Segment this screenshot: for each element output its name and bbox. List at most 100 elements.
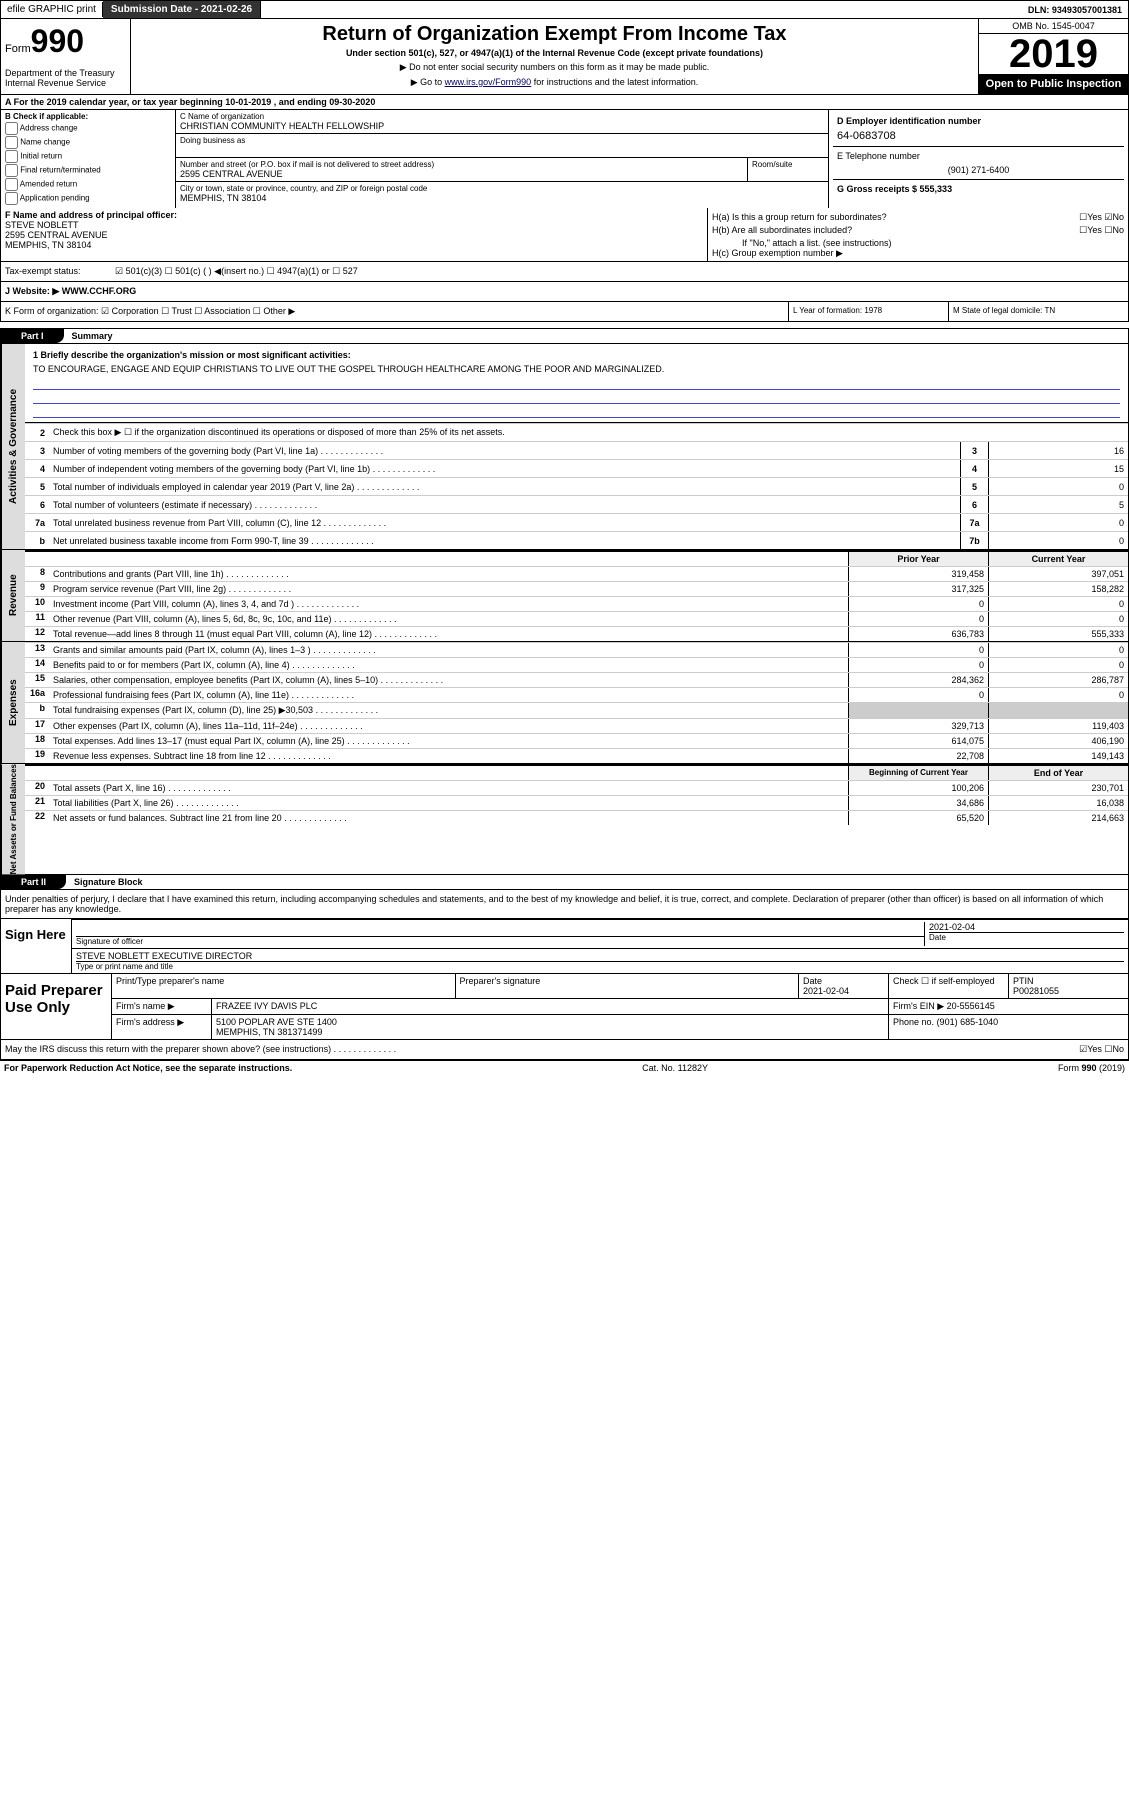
b-opt-4[interactable]: Amended return	[5, 178, 171, 191]
klm-row: K Form of organization: ☑ Corporation ☐ …	[0, 302, 1129, 322]
summary-gov: Activities & Governance 1 Briefly descri…	[0, 344, 1129, 550]
part2-tab: Part II	[1, 875, 66, 889]
b-label: B Check if applicable:	[5, 112, 171, 121]
irs-discuss: May the IRS discuss this return with the…	[5, 1044, 396, 1055]
hc-label: H(c) Group exemption number ▶	[712, 248, 1124, 259]
part2-title: Signature Block	[66, 875, 151, 889]
b-opt-5[interactable]: Application pending	[5, 192, 171, 205]
firm-addr2: MEMPHIS, TN 381371499	[216, 1027, 322, 1037]
k-box[interactable]: K Form of organization: ☑ Corporation ☐ …	[1, 302, 788, 321]
paid-preparer: Paid Preparer Use Only Print/Type prepar…	[0, 974, 1129, 1040]
line-14: 14 Benefits paid to or for members (Part…	[25, 657, 1128, 672]
part1-header: Part I Summary	[0, 328, 1129, 344]
line-5: 5 Total number of individuals employed i…	[25, 477, 1128, 495]
m-box: M State of legal domicile: TN	[948, 302, 1128, 321]
period-row: A For the 2019 calendar year, or tax yea…	[0, 95, 1129, 110]
sign-here-row: Sign Here Signature of officer 2021-02-0…	[0, 918, 1129, 974]
phone-label: Phone no.	[893, 1017, 934, 1027]
officer-addr1: 2595 CENTRAL AVENUE	[5, 230, 703, 240]
side-gov: Activities & Governance	[1, 344, 25, 549]
phone-val: (901) 271-6400	[837, 165, 1120, 175]
line-3: 3 Number of voting members of the govern…	[25, 441, 1128, 459]
h-box: H(a) Is this a group return for subordin…	[708, 208, 1128, 261]
g-receipts: G Gross receipts $ 555,333	[833, 180, 1124, 198]
declaration: Under penalties of perjury, I declare th…	[0, 890, 1129, 918]
i-opts[interactable]: ☑ 501(c)(3) ☐ 501(c) ( ) ◀(insert no.) ☐…	[115, 266, 358, 277]
instruction-2: ▶ Go to www.irs.gov/Form990 for instruct…	[135, 77, 974, 88]
top-bar: efile GRAPHIC print Submission Date - 20…	[0, 0, 1129, 19]
section-bcd: B Check if applicable: Address change Na…	[0, 110, 1129, 208]
room-label: Room/suite	[752, 160, 824, 169]
side-rev: Revenue	[1, 550, 25, 641]
line-11: 11 Other revenue (Part VIII, column (A),…	[25, 611, 1128, 626]
sig-officer-label: Signature of officer	[76, 936, 924, 946]
e-label: E Telephone number	[837, 151, 1120, 161]
line-16a: 16a Professional fundraising fees (Part …	[25, 687, 1128, 702]
part1-tab: Part I	[1, 329, 64, 343]
line-21: 21 Total liabilities (Part X, line 26) 3…	[25, 795, 1128, 810]
sig-date: 2021-02-04	[929, 922, 1124, 932]
irs-discuss-row: May the IRS discuss this return with the…	[0, 1040, 1129, 1060]
line-6: 6 Total number of volunteers (estimate i…	[25, 495, 1128, 513]
line-18: 18 Total expenses. Add lines 13–17 (must…	[25, 733, 1128, 748]
instructions-link[interactable]: www.irs.gov/Form990	[445, 77, 532, 87]
b-opt-3[interactable]: Final return/terminated	[5, 164, 171, 177]
submission-date: Submission Date - 2021-02-26	[103, 1, 261, 18]
firm-name: FRAZEE IVY DAVIS PLC	[211, 999, 888, 1014]
city-label: City or town, state or province, country…	[180, 184, 824, 193]
hb-yn[interactable]: ☐Yes ☐No	[1079, 225, 1124, 236]
begin-label: Beginning of Current Year	[848, 766, 988, 780]
line-4: 4 Number of independent voting members o…	[25, 459, 1128, 477]
summary-exp: Expenses 13 Grants and similar amounts p…	[0, 642, 1129, 764]
part1-title: Summary	[64, 329, 121, 343]
check-self[interactable]: Check ☐ if self-employed	[888, 974, 1008, 998]
prep-phone: (901) 685-1040	[937, 1017, 999, 1027]
firm-name-label: Firm's name ▶	[111, 999, 211, 1014]
line-b: b Total fundraising expenses (Part IX, c…	[25, 702, 1128, 718]
type-label: Type or print name and title	[76, 961, 1124, 971]
col-c: C Name of organization CHRISTIAN COMMUNI…	[176, 110, 828, 208]
irs-yn[interactable]: ☑Yes ☐No	[1079, 1044, 1124, 1055]
summary-rev: Revenue Prior Year Current Year 8 Contri…	[0, 550, 1129, 642]
efile-label[interactable]: efile GRAPHIC print	[1, 2, 103, 17]
footer-mid: Cat. No. 11282Y	[642, 1063, 708, 1073]
part2-header: Part II Signature Block	[0, 875, 1129, 890]
b-opt-0[interactable]: Address change	[5, 122, 171, 135]
f-box: F Name and address of principal officer:…	[1, 208, 708, 261]
hb-note: If "No," attach a list. (see instruction…	[712, 238, 1124, 248]
sign-here: Sign Here	[1, 919, 71, 973]
open-public: Open to Public Inspection	[979, 74, 1128, 94]
prep-date: 2021-02-04	[803, 986, 849, 996]
street-addr: 2595 CENTRAL AVENUE	[180, 169, 743, 179]
b-opt-2[interactable]: Initial return	[5, 150, 171, 163]
form-box: Form990 Department of the Treasury Inter…	[1, 19, 131, 94]
addr-label: Number and street (or P.O. box if mail i…	[180, 160, 743, 169]
goto-pre: ▶ Go to	[411, 77, 445, 87]
line-20: 20 Total assets (Part X, line 16) 100,20…	[25, 780, 1128, 795]
main-title: Return of Organization Exempt From Incom…	[135, 23, 974, 46]
side-net: Net Assets or Fund Balances	[1, 764, 25, 874]
fgh-row: F Name and address of principal officer:…	[0, 208, 1129, 262]
line-13: 13 Grants and similar amounts paid (Part…	[25, 642, 1128, 657]
line-15: 15 Salaries, other compensation, employe…	[25, 672, 1128, 687]
line-9: 9 Program service revenue (Part VIII, li…	[25, 581, 1128, 596]
firm-ein: 20-5556145	[947, 1001, 995, 1011]
mission-box: 1 Briefly describe the organization's mi…	[25, 344, 1128, 423]
ein-val: 64-0683708	[837, 130, 1120, 142]
ha-yn[interactable]: ☐Yes ☑No	[1079, 212, 1124, 223]
line-17: 17 Other expenses (Part IX, column (A), …	[25, 718, 1128, 733]
city-val: MEMPHIS, TN 38104	[180, 193, 824, 203]
line-10: 10 Investment income (Part VIII, column …	[25, 596, 1128, 611]
side-exp: Expenses	[1, 642, 25, 763]
mission-text: TO ENCOURAGE, ENGAGE AND EQUIP CHRISTIAN…	[29, 362, 1124, 376]
form-label: Form	[5, 43, 31, 55]
tax-status-row: Tax-exempt status: ☑ 501(c)(3) ☐ 501(c) …	[0, 262, 1129, 282]
website-row: J Website: ▶ WWW.CCHF.ORG	[0, 282, 1129, 302]
f-label: F Name and address of principal officer:	[5, 210, 703, 220]
line-22: 22 Net assets or fund balances. Subtract…	[25, 810, 1128, 825]
year-header-net: Beginning of Current Year End of Year	[25, 764, 1128, 780]
website-val[interactable]: WWW.CCHF.ORG	[62, 286, 137, 296]
firm-addr1: 5100 POPLAR AVE STE 1400	[216, 1017, 337, 1027]
end-label: End of Year	[988, 766, 1128, 780]
b-opt-1[interactable]: Name change	[5, 136, 171, 149]
